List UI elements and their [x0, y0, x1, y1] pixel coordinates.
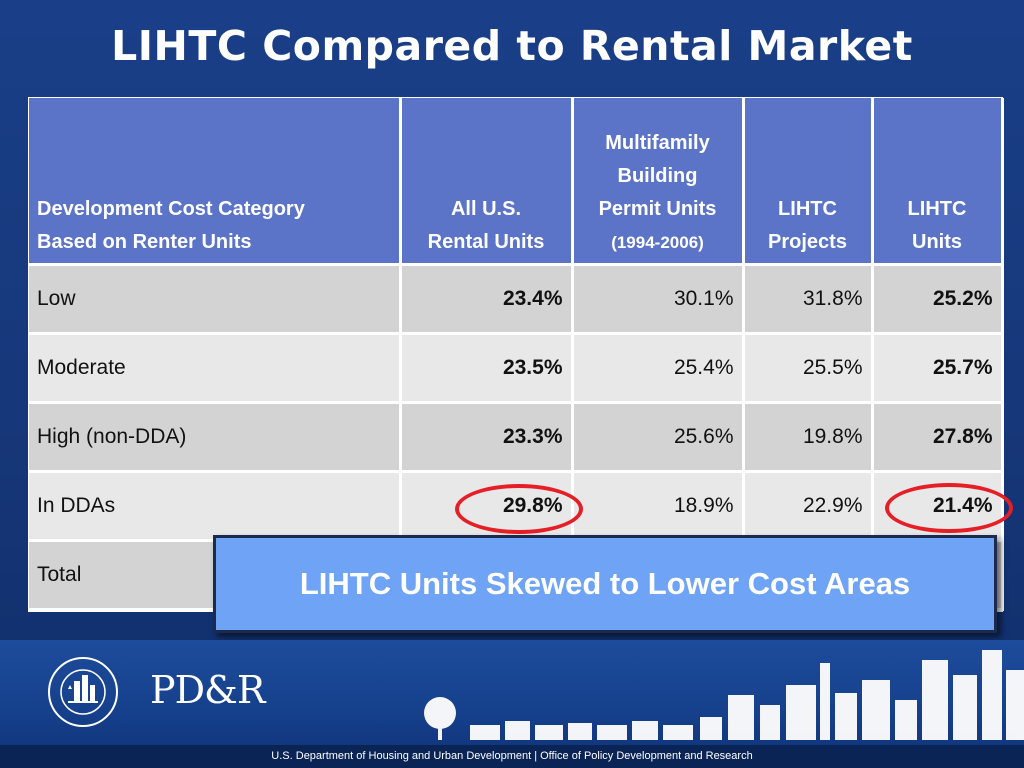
cell-lihtc-projects: 31.8% [743, 264, 874, 335]
cell-multifamily: 30.1% [572, 264, 745, 335]
cell-multifamily: 25.4% [572, 333, 745, 404]
highlight-circle-all-us-dda [455, 484, 583, 534]
cell-multifamily: 18.9% [572, 471, 745, 542]
header-lihtc-projects: LIHTC Projects [743, 98, 874, 266]
pdr-logo: PD&R [150, 668, 265, 712]
cell-lihtc-units: 25.7% [872, 333, 1004, 404]
cell-lihtc-units: 25.2% [872, 264, 1004, 335]
callout-box: LIHTC Units Skewed to Lower Cost Areas [213, 535, 997, 633]
header-multifamily: Multifamily Building Permit Units (1994-… [572, 98, 745, 266]
header-category: Development Cost Category Based on Rente… [29, 98, 402, 266]
city-skyline-icon [424, 650, 1024, 740]
table-row: Low 23.4% 30.1% 31.8% 25.2% [29, 264, 1004, 335]
row-category: High (non-DDA) [29, 402, 402, 473]
table-row: High (non-DDA) 23.3% 25.6% 19.8% 27.8% [29, 402, 1004, 473]
highlight-circle-lihtc-units-dda [885, 483, 1013, 533]
row-category: Low [29, 264, 402, 335]
cell-all-us: 23.3% [400, 402, 574, 473]
table-row: Moderate 23.5% 25.4% 25.5% 25.7% [29, 333, 1004, 404]
cell-lihtc-projects: 19.8% [743, 402, 874, 473]
header-all-us: All U.S. Rental Units [400, 98, 574, 266]
cell-all-us: 23.5% [400, 333, 574, 404]
row-category: Moderate [29, 333, 402, 404]
cell-lihtc-projects: 25.5% [743, 333, 874, 404]
row-category: In DDAs [29, 471, 402, 542]
slide-title: LIHTC Compared to Rental Market [111, 22, 913, 70]
cell-all-us: 23.4% [400, 264, 574, 335]
hud-seal-icon [48, 657, 118, 727]
footer-agency-text: U.S. Department of Housing and Urban Dev… [0, 745, 1024, 768]
cell-lihtc-projects: 22.9% [743, 471, 874, 542]
cell-multifamily: 25.6% [572, 402, 745, 473]
cell-lihtc-units: 27.8% [872, 402, 1004, 473]
header-lihtc-units: LIHTC Units [872, 98, 1004, 266]
